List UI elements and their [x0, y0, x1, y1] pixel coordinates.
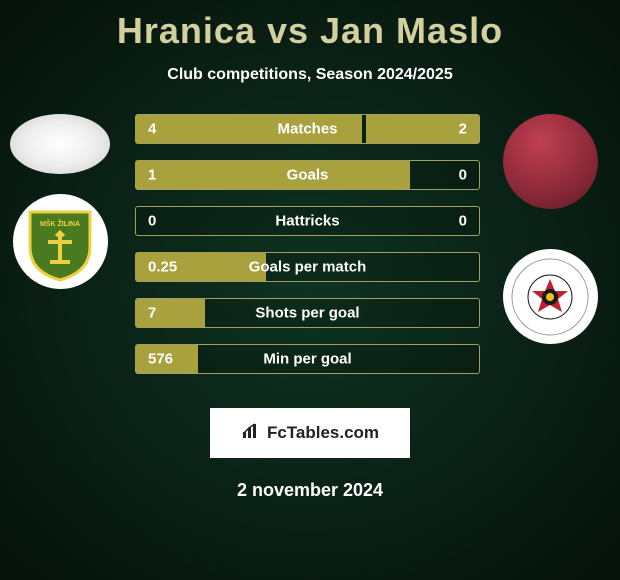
right-club-logo: MFK RUŽOMBEROK — [503, 249, 598, 344]
stat-left-value: 4 — [148, 121, 156, 138]
stat-label: Shots per goal — [255, 305, 359, 322]
stat-row: 0 0 Hattricks — [135, 206, 480, 236]
stat-left-value: 0 — [148, 213, 156, 230]
stat-label: Goals per match — [249, 259, 367, 276]
stat-row: 576 Min per goal — [135, 344, 480, 374]
fctables-watermark: FcTables.com — [210, 408, 410, 458]
stat-label: Min per goal — [263, 351, 351, 368]
stat-rows-container: 4 2 Matches 1 0 Goals 0 0 Hattricks 0.25 Goals per… — [135, 114, 480, 374]
left-player-avatar — [10, 114, 110, 174]
stat-right-value: 2 — [459, 121, 467, 138]
stat-right-value: 0 — [459, 167, 467, 184]
bar-left — [136, 161, 410, 189]
fctables-label: FcTables.com — [267, 423, 379, 443]
stat-row: 1 0 Goals — [135, 160, 480, 190]
stat-row: 0.25 Goals per match — [135, 252, 480, 282]
stat-right-value: 0 — [459, 213, 467, 230]
right-player-column: MFK RUŽOMBEROK — [490, 114, 610, 344]
stat-label: Goals — [287, 167, 329, 184]
page-title: Hranica vs Jan Maslo — [0, 0, 620, 52]
stat-row: 4 2 Matches — [135, 114, 480, 144]
date-text: 2 november 2024 — [0, 480, 620, 501]
svg-text:MŠK ŽILINA: MŠK ŽILINA — [40, 219, 80, 228]
stat-label: Matches — [277, 121, 337, 138]
left-player-column: MŠK ŽILINA — [0, 114, 120, 289]
stat-left-value: 1 — [148, 167, 156, 184]
left-club-logo: MŠK ŽILINA — [13, 194, 108, 289]
zilina-shield-icon: MŠK ŽILINA — [20, 202, 100, 282]
stat-left-value: 7 — [148, 305, 156, 322]
ruzomberok-badge-icon: MFK RUŽOMBEROK — [510, 257, 590, 337]
comparison-area: MŠK ŽILINA MFK RUŽOMBEROK 42Mat — [0, 114, 620, 394]
stat-label: Hattricks — [275, 213, 339, 230]
stat-row: 7 Shots per goal — [135, 298, 480, 328]
stat-left-value: 0.25 — [148, 259, 177, 276]
right-player-avatar — [503, 114, 598, 209]
bar-left — [136, 299, 205, 327]
chart-icon — [241, 422, 261, 445]
subtitle: Club competitions, Season 2024/2025 — [0, 66, 620, 84]
stat-left-value: 576 — [148, 351, 173, 368]
